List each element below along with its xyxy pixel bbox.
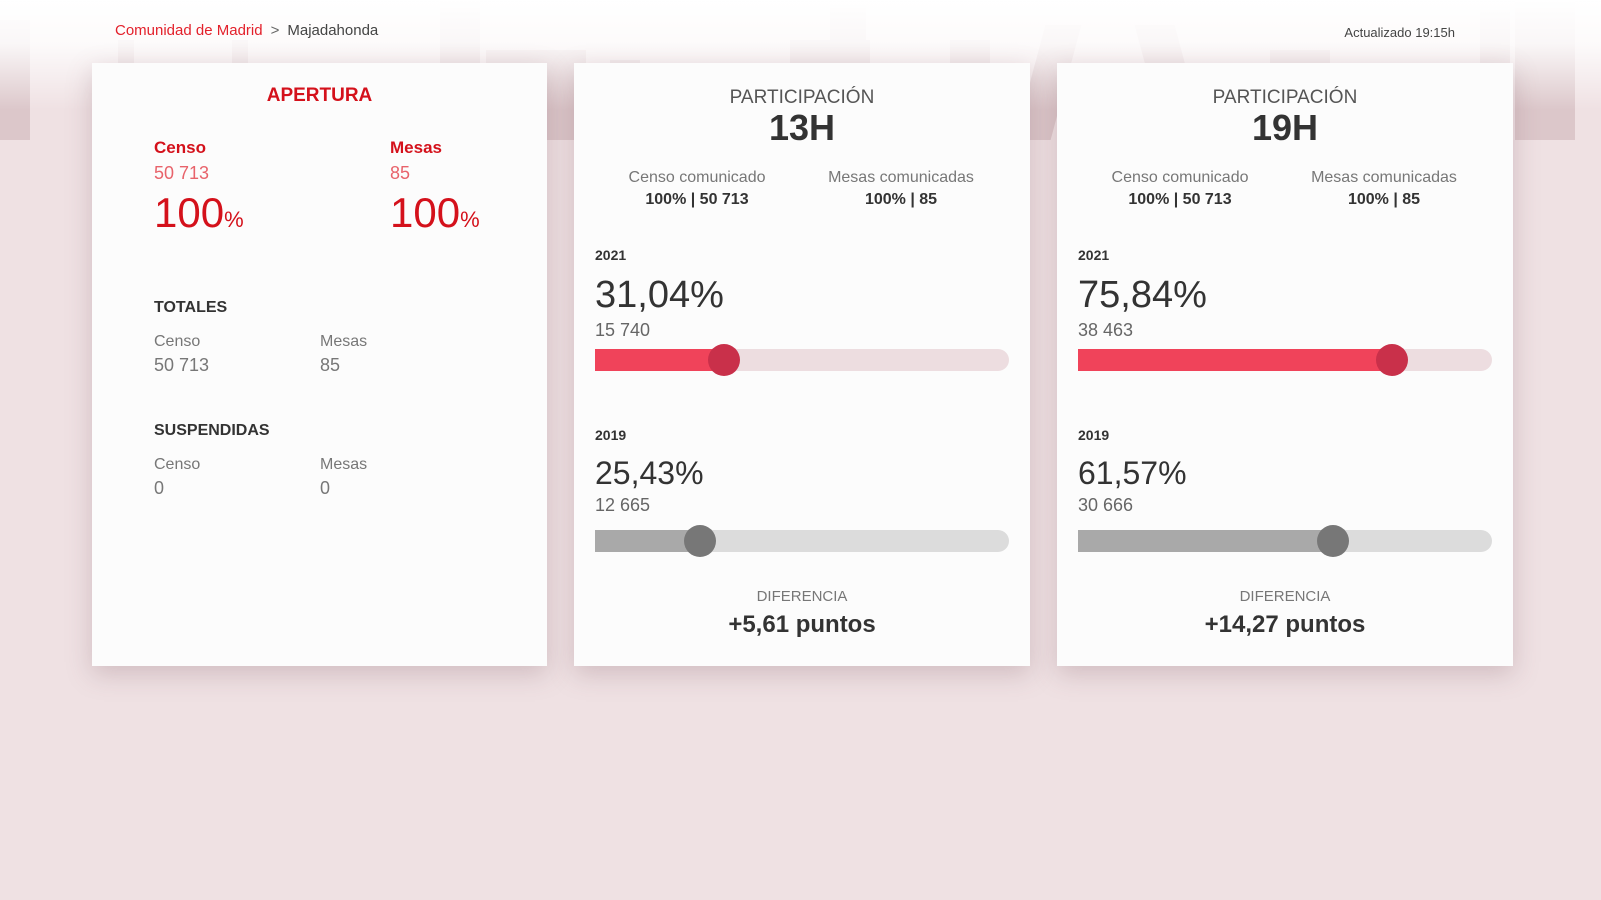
- suspendidas-censo-label: Censo: [154, 456, 201, 473]
- mesas-comunicadas: Mesas comunicadas 100% | 85: [1279, 169, 1489, 209]
- percent-sign: %: [224, 207, 244, 232]
- totales-mesas-label: Mesas: [320, 333, 368, 350]
- censo-comunicado-value: 100% | 50 713: [1128, 191, 1232, 208]
- suspendidas-mesas-value: 0: [320, 478, 331, 498]
- current-percent: 31,04%: [595, 274, 724, 316]
- breadcrumb-current: Majadahonda: [287, 22, 379, 39]
- previous-year: 2019: [595, 427, 627, 443]
- mesas-percent: 100%: [390, 189, 480, 237]
- diferencia-label: DIFERENCIA: [1239, 588, 1331, 605]
- censo-label: Censo: [154, 138, 206, 157]
- censo-percent: 100%: [154, 189, 244, 237]
- totales-censo-value: 50 713: [154, 355, 210, 375]
- totales-title: TOTALES: [154, 299, 228, 316]
- totales-mesas-value: 85: [320, 355, 341, 375]
- current-participation-bar: [1078, 344, 1492, 376]
- censo-value: 50 713: [154, 163, 210, 183]
- censo-comunicado-label: Censo comunicado: [628, 169, 766, 186]
- censo-percent-value: 100: [154, 189, 225, 236]
- censo-comunicado: Censo comunicado 100% | 50 713: [592, 169, 802, 209]
- previous-percent: 25,43%: [595, 455, 704, 491]
- current-count: 15 740: [595, 320, 651, 340]
- participacion-19h-card: PARTICIPACIÓN 19H Censo comunicado 100% …: [1057, 63, 1513, 666]
- current-count: 38 463: [1078, 320, 1134, 340]
- current-percent: 75,84%: [1078, 274, 1207, 316]
- previous-percent: 61,57%: [1078, 455, 1187, 491]
- censo-comunicado-label: Censo comunicado: [1111, 169, 1249, 186]
- breadcrumb-separator: >: [270, 22, 280, 39]
- previous-count: 12 665: [595, 495, 651, 515]
- apertura-title: APERTURA: [266, 85, 373, 106]
- totales-censo-label: Censo: [154, 333, 201, 350]
- breadcrumb: Comunidad de Madrid > Majadahonda: [115, 22, 378, 39]
- mesas-comunicadas-label: Mesas comunicadas: [828, 169, 974, 186]
- updated-time: Actualizado 19:15h: [1344, 25, 1455, 40]
- bar-fill: [1078, 530, 1333, 552]
- bar-knob: [684, 525, 717, 557]
- previous-year: 2019: [1078, 427, 1110, 443]
- participacion-hour: 13H: [768, 107, 836, 148]
- bar-fill: [595, 530, 701, 552]
- current-year: 2021: [1078, 247, 1110, 263]
- censo-comunicado: Censo comunicado 100% | 50 713: [1075, 169, 1285, 209]
- previous-participation-bar: [1078, 525, 1492, 557]
- mesas-comunicadas-label: Mesas comunicadas: [1311, 169, 1457, 186]
- diferencia-label: DIFERENCIA: [756, 588, 848, 605]
- participacion-hour: 19H: [1251, 107, 1319, 148]
- bar-fill: [1078, 349, 1392, 371]
- bar-knob: [1375, 344, 1408, 376]
- diferencia-value: +14,27 puntos: [1204, 611, 1366, 638]
- participacion-title: PARTICIPACIÓN: [729, 87, 875, 108]
- mesas-value: 85: [390, 163, 411, 183]
- participacion-title: PARTICIPACIÓN: [1212, 87, 1358, 108]
- suspendidas-title: SUSPENDIDAS: [154, 422, 270, 439]
- apertura-card: APERTURA Censo 50 713 100% Mesas 85 100%…: [92, 63, 547, 666]
- censo-comunicado-value: 100% | 50 713: [645, 191, 749, 208]
- bar-fill: [595, 349, 724, 371]
- bar-knob: [707, 344, 740, 376]
- breadcrumb-link-comunidad[interactable]: Comunidad de Madrid: [115, 22, 263, 39]
- previous-count: 30 666: [1078, 495, 1134, 515]
- suspendidas-mesas-label: Mesas: [320, 456, 368, 473]
- diferencia-value: +5,61 puntos: [728, 611, 876, 638]
- current-year: 2021: [595, 247, 627, 263]
- suspendidas-censo-value: 0: [154, 478, 165, 498]
- mesas-label: Mesas: [390, 138, 442, 157]
- mesas-comunicadas-value: 100% | 85: [1347, 191, 1421, 208]
- bar-knob: [1316, 525, 1349, 557]
- mesas-percent-value: 100: [390, 189, 461, 236]
- previous-participation-bar: [595, 525, 1009, 557]
- percent-sign: %: [460, 207, 480, 232]
- current-participation-bar: [595, 344, 1009, 376]
- mesas-comunicadas: Mesas comunicadas 100% | 85: [796, 169, 1006, 209]
- mesas-comunicadas-value: 100% | 85: [864, 191, 938, 208]
- participacion-13h-card: PARTICIPACIÓN 13H Censo comunicado 100% …: [574, 63, 1030, 666]
